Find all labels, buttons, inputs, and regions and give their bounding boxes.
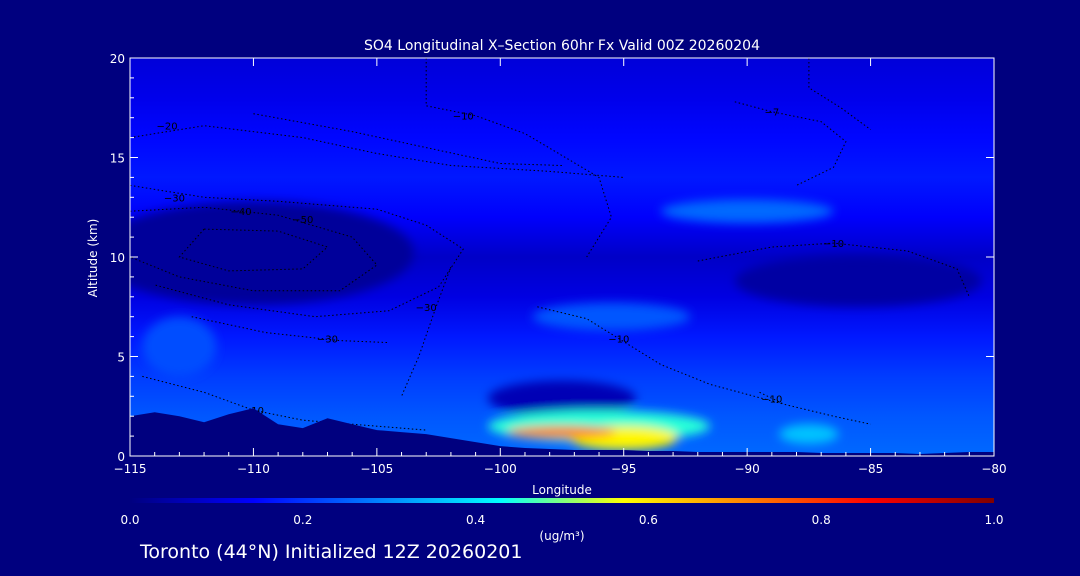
contour-line (253, 113, 563, 166)
y-tick-label: 20 (110, 52, 125, 66)
x-tick-label: −110 (237, 462, 270, 476)
contour-label: −10 (823, 239, 844, 250)
x-tick-label: −85 (858, 462, 883, 476)
contour-line (178, 228, 329, 272)
contour-line (130, 184, 464, 318)
concentration-feature (779, 424, 839, 445)
contour-label: −30 (416, 303, 437, 314)
contour-line (697, 242, 970, 298)
terrain-mask (130, 408, 994, 456)
contour-label: −30 (317, 335, 338, 346)
contour-line (191, 316, 390, 344)
contour-label: −20 (156, 122, 177, 133)
contour-label: −7 (764, 108, 779, 119)
contour-label: −30 (164, 193, 185, 204)
contour-label: −50 (292, 215, 313, 226)
x-tick-label: −105 (360, 462, 393, 476)
colorbar-gradient (130, 498, 994, 503)
colorbar-tick-label: 0.4 (466, 513, 485, 527)
contour-line (130, 206, 378, 292)
contour-line (734, 101, 847, 186)
concentration-feature (660, 199, 834, 224)
y-tick-label: 0 (117, 450, 125, 464)
contour-label: −10 (453, 112, 474, 123)
contour-label: −10 (761, 394, 782, 405)
initialization-caption: Toronto (44°N) Initialized 12Z 20260201 (140, 541, 523, 563)
y-axis: 0 5 10 15 20 (110, 52, 994, 464)
colorbar-tick-label: 0.6 (639, 513, 658, 527)
contour-label: −40 (231, 207, 252, 218)
x-tick-label: −95 (611, 462, 636, 476)
y-tick-label: 15 (110, 152, 125, 166)
plot-area: −20−10−30−40−50−30−30−10−10−10−10−7 (130, 58, 994, 456)
contour-line (759, 391, 871, 425)
colorbar: 0.0 0.2 0.4 0.6 0.8 1.0 (ug/m³) (120, 498, 1004, 543)
y-tick-label: 10 (110, 251, 125, 265)
concentration-feature (130, 201, 414, 305)
x-tick-label: −100 (484, 462, 517, 476)
y-tick-label: 5 (117, 351, 125, 365)
colorbar-unit-label: (ug/m³) (539, 529, 584, 543)
contour-line (401, 266, 452, 397)
contour-line (808, 58, 871, 131)
concentration-feature (532, 302, 691, 331)
concentration-feature (734, 255, 982, 307)
y-axis-label: Altitude (km) (86, 219, 100, 298)
contour-line (130, 125, 624, 178)
x-tick-label: −115 (114, 462, 147, 476)
concentration-feature (142, 316, 217, 377)
contour-line (142, 375, 427, 431)
colorbar-ticks: 0.0 0.2 0.4 0.6 0.8 1.0 (120, 513, 1003, 527)
x-tick-label: −80 (981, 462, 1006, 476)
concentration-features (130, 199, 982, 451)
contour-label: −10 (608, 335, 629, 346)
x-axis-label: Longitude (532, 483, 592, 497)
colorbar-tick-label: 1.0 (984, 513, 1003, 527)
concentration-feature (487, 380, 637, 417)
x-axis: −115 −110 −105 −100 −95 −90 −85 −80 (114, 58, 1007, 476)
contour-line (537, 306, 785, 405)
colorbar-tick-label: 0.8 (812, 513, 831, 527)
concentration-feature (507, 426, 617, 439)
x-tick-label: −90 (734, 462, 759, 476)
colorbar-tick-label: 0.0 (120, 513, 139, 527)
chart-title: SO4 Longitudinal X–Section 60hr Fx Valid… (364, 38, 760, 54)
colorbar-tick-label: 0.2 (293, 513, 312, 527)
